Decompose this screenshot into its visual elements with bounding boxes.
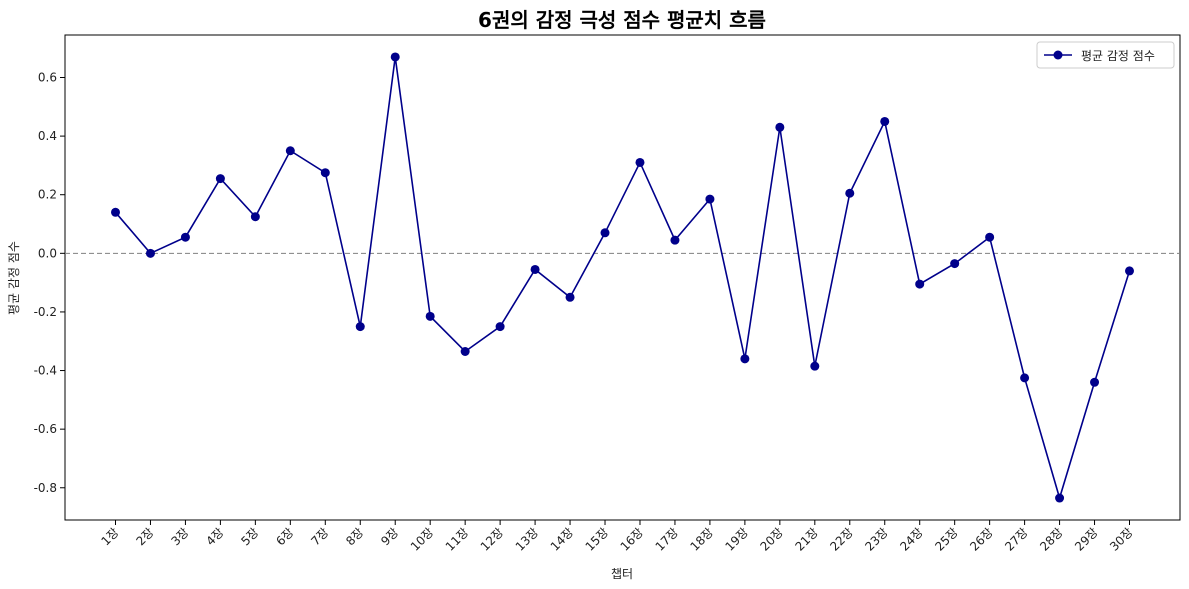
data-point [985,232,995,242]
data-point [915,279,925,289]
x-tick-label: 15장 [583,525,612,554]
data-point [460,346,470,356]
data-point [250,212,260,222]
x-axis-label: 챕터 [611,566,633,581]
x-tick-label: 12장 [478,525,507,554]
x-tick-label: 25장 [932,525,961,554]
data-point [355,322,365,332]
x-tick-label: 6장 [273,525,296,548]
x-tick-label: 4장 [203,525,226,548]
data-point [495,322,505,332]
y-tick-label: -0.8 [34,481,57,495]
series-line [114,56,1131,501]
x-tick-label: 21장 [792,525,821,554]
data-point [635,157,645,167]
data-point [810,361,820,371]
y-axis-label: 평균 감정 점수 [7,241,21,315]
x-tick-label: 13장 [513,525,542,554]
x-tick-label: 23장 [862,525,891,554]
data-point [950,259,960,269]
data-point [1090,377,1100,387]
x-tick-label: 27장 [1002,525,1031,554]
y-tick-label: -0.6 [34,422,57,436]
y-axis: -0.8 -0.6 -0.4 -0.2 0.0 0.2 0.4 0.6 [34,70,65,495]
data-point [530,264,540,274]
data-point [145,248,155,258]
data-point [565,292,575,302]
chart-title: 6권의 감정 극성 점수 평균치 흐름 [478,8,766,32]
data-point [1055,493,1065,503]
x-tick-label: 1장 [99,525,122,548]
plot-frame [64,34,1181,521]
data-point [180,232,190,242]
x-tick-label: 24장 [897,525,926,554]
x-tick-label: 30장 [1107,525,1136,554]
y-tick-label: -0.2 [34,305,57,319]
data-point [1125,266,1134,276]
x-tick-label: 10장 [408,525,437,554]
series-markers [111,52,1134,503]
data-point [320,168,330,178]
data-point [600,228,610,238]
y-tick-label: -0.4 [34,364,57,378]
y-tick-label: 0.6 [38,70,57,84]
data-point [705,194,715,204]
x-tick-label: 5장 [238,525,261,548]
x-tick-label: 28장 [1037,525,1066,554]
x-tick-label: 14장 [548,525,577,554]
data-point [390,52,400,62]
y-tick-label: 0.0 [38,246,57,260]
x-tick-label: 19장 [722,525,751,554]
data-point [111,207,120,217]
x-tick-label: 17장 [653,525,682,554]
data-point [215,174,225,184]
data-point [775,122,785,132]
legend-box [1036,41,1175,69]
x-tick-label: 8장 [343,525,366,548]
x-tick-label: 29장 [1072,525,1101,554]
x-tick-label: 2장 [133,525,156,548]
x-tick-label: 7장 [308,525,331,548]
y-tick-label: 0.2 [38,188,57,202]
legend-label: 평균 감정 점수 [1081,49,1155,63]
data-point [740,354,750,364]
data-point [1020,373,1030,383]
x-tick-label: 26장 [967,525,996,554]
x-tick-label: 11장 [443,525,472,554]
x-tick-label: 9장 [378,525,401,548]
data-point [880,116,890,126]
x-tick-label: 3장 [168,525,191,548]
data-point [285,146,295,156]
data-point [425,311,435,321]
legend-marker-sample [1053,50,1063,60]
x-tick-label: 16장 [618,525,647,554]
legend: 평균 감정 점수 [1036,41,1175,69]
x-tick-label: 22장 [827,525,856,554]
y-tick-label: 0.4 [38,129,57,143]
x-tick-label: 18장 [688,525,717,554]
data-point [845,188,855,198]
x-tick-label: 20장 [757,525,786,554]
x-axis: 1장 2장 3장 4장 5장 6장 7장 8장 9장 10장 11장 12장 13장 14장 15장 16장 1… [99,520,1136,554]
data-point [670,235,680,245]
